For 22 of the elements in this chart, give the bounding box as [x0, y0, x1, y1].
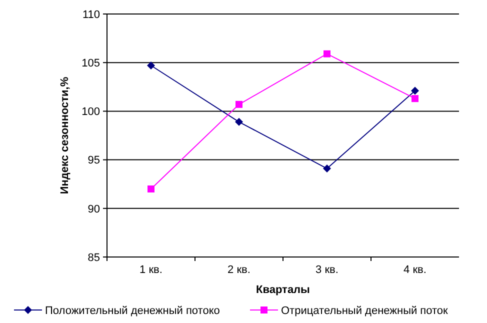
x-tick-label: 2 кв.	[228, 264, 250, 276]
point	[411, 86, 419, 95]
x-tick-label: 4 кв.	[404, 264, 426, 276]
y-tick-label: 100	[82, 106, 100, 118]
y-tick-label: 95	[88, 154, 100, 167]
legend-label: Положительный денежный потоко	[45, 304, 220, 317]
point	[147, 62, 155, 70]
legend-label: Отрицательный денежный поток	[281, 304, 448, 317]
point	[412, 95, 418, 102]
y-tick-label: 105	[82, 57, 100, 70]
point	[236, 100, 242, 108]
point	[148, 185, 154, 192]
y-tick-label: 85	[88, 252, 100, 264]
x-axis-title: Кварталы	[256, 284, 310, 296]
x-tick-label: 1 кв.	[140, 264, 162, 276]
y-tick-label: 110	[82, 8, 100, 21]
point	[323, 164, 331, 173]
y-tick-label: 90	[88, 203, 100, 216]
x-tick-label: 3 кв.	[316, 264, 338, 276]
point	[324, 50, 330, 58]
point	[235, 118, 243, 126]
y-axis-title: Индекс сезонности,%	[59, 76, 71, 194]
